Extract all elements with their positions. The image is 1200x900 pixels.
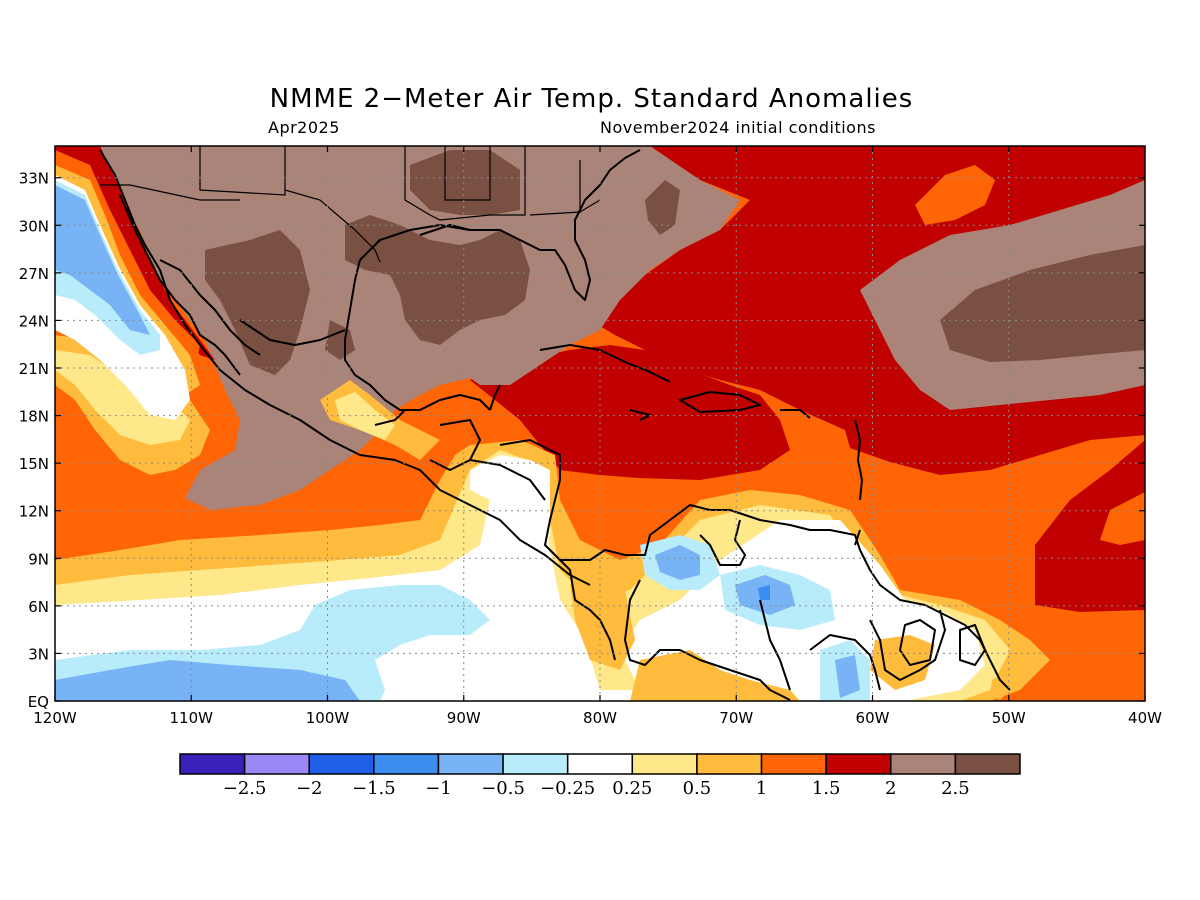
lat-tick-label: 27N xyxy=(19,265,49,283)
borders xyxy=(100,146,601,263)
colorbar-label: −2.5 xyxy=(223,778,267,799)
colorbar-swatch xyxy=(308,753,375,775)
map-title: NMME 2−Meter Air Temp. Standard Anomalie… xyxy=(269,84,914,114)
lat-tick-label: 30N xyxy=(19,217,49,235)
lon-tick-label: 70W xyxy=(719,709,753,727)
lat-tick-label: 18N xyxy=(19,408,49,426)
colorbar-label: 1 xyxy=(756,778,767,799)
colorbar-label: 0.5 xyxy=(683,778,712,799)
colorbar-swatch xyxy=(760,753,827,775)
colorbar: −2.5 −2 −1.5 −1 −0.5 −0.25 0.25 0.5 1 1.5 2 2.5 xyxy=(179,753,1021,799)
colorbar-label: 0.25 xyxy=(612,778,652,799)
colorbar-swatch xyxy=(954,753,1021,775)
colorbar-swatch xyxy=(631,753,698,775)
lat-tick-label: 3N xyxy=(28,645,49,663)
graticule xyxy=(55,146,1145,701)
colorbar-swatch xyxy=(437,753,504,775)
colorbar-swatch xyxy=(825,753,892,775)
colorbar-swatch xyxy=(566,753,634,775)
axis-ticks: 120W 110W 100W 90W 80W 70W 60W 50W 40W EQ 3N 6N 9N 12… xyxy=(19,146,1162,727)
initial-conditions: November2024 initial conditions xyxy=(600,118,876,137)
colorbar-swatch xyxy=(373,753,440,775)
lat-tick-label: 33N xyxy=(19,170,49,188)
lon-tick-label: 50W xyxy=(992,709,1026,727)
lat-tick-label: 9N xyxy=(28,550,49,568)
lat-tick-label: 6N xyxy=(28,598,49,616)
colorbar-label: −2 xyxy=(296,778,323,799)
lon-tick-label: 80W xyxy=(583,709,617,727)
lon-tick-label: 100W xyxy=(306,709,350,727)
lon-tick-label: 120W xyxy=(33,709,77,727)
colorbar-label: −0.5 xyxy=(481,778,525,799)
lon-tick-label: 110W xyxy=(170,709,214,727)
lon-tick-label: 40W xyxy=(1128,709,1162,727)
colorbar-swatch xyxy=(890,753,957,775)
lon-tick-label: 60W xyxy=(856,709,890,727)
lat-tick-label: EQ xyxy=(28,693,49,711)
colorbar-label: −0.25 xyxy=(540,778,595,799)
coastlines xyxy=(99,149,1011,701)
colorbar-label: 2.5 xyxy=(941,778,970,799)
colorbar-swatch xyxy=(179,753,246,775)
lat-tick-label: 12N xyxy=(19,503,49,521)
colorbar-swatch xyxy=(696,753,763,775)
colorbar-swatch xyxy=(502,753,569,775)
colorbar-label: 1.5 xyxy=(812,778,841,799)
lon-tick-label: 90W xyxy=(447,709,481,727)
lat-tick-label: 24N xyxy=(19,312,49,330)
colorbar-label: −1 xyxy=(425,778,452,799)
forecast-month: Apr2025 xyxy=(268,118,340,137)
anomaly-field xyxy=(55,146,1145,701)
colorbar-label: −1.5 xyxy=(352,778,396,799)
lat-tick-label: 15N xyxy=(19,455,49,473)
colorbar-swatch xyxy=(243,753,310,775)
lat-tick-label: 21N xyxy=(19,360,49,378)
colorbar-label: 2 xyxy=(885,778,896,799)
